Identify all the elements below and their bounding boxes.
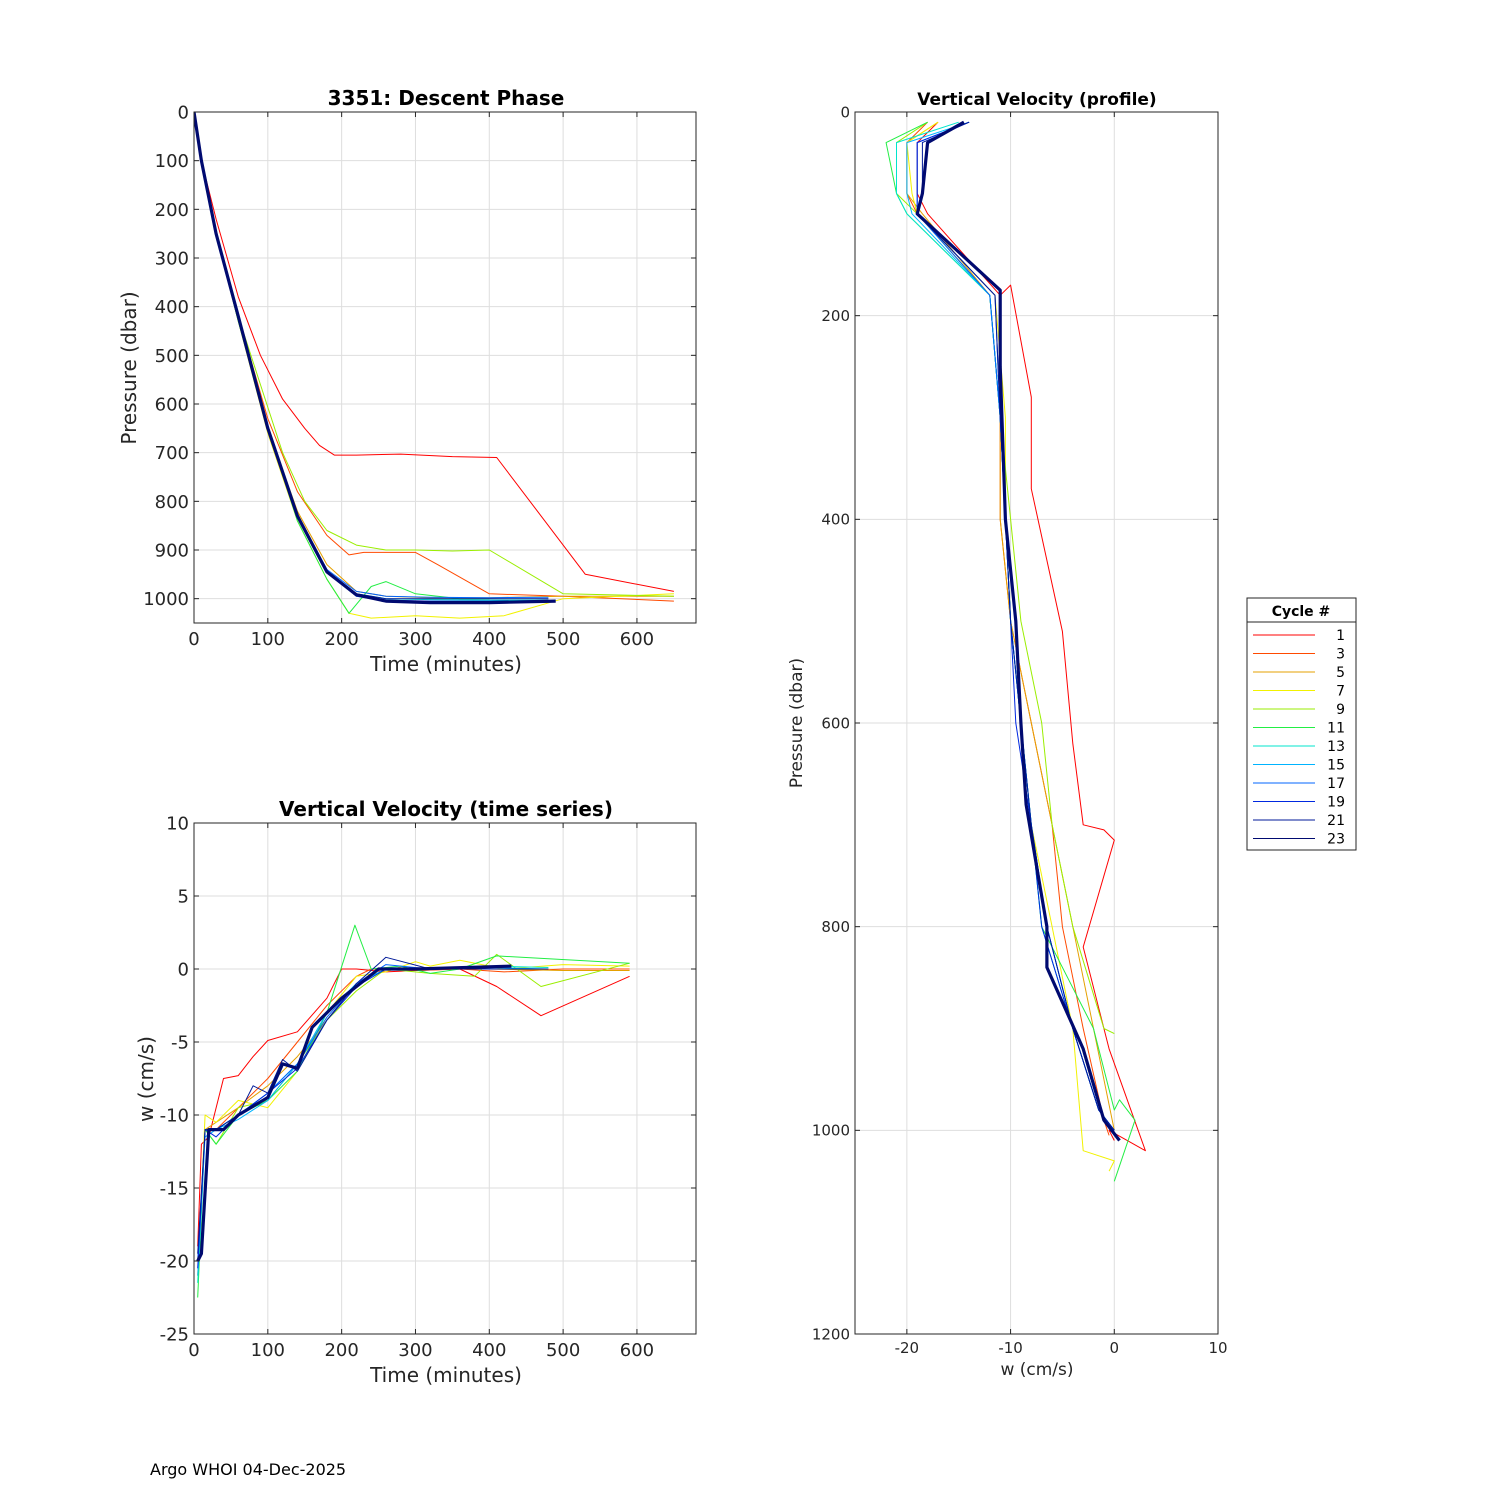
vprof-xtick-label: 10	[1208, 1339, 1227, 1357]
legend-label-cycle-1: 1	[1336, 628, 1345, 644]
vts-series-cycle-3	[197, 968, 630, 1262]
descent-series-cycle-23	[194, 112, 556, 605]
descent-axes-box	[193, 111, 697, 624]
vprof-title: Vertical Velocity (profile)	[917, 90, 1156, 110]
descent-xtick-label: 200	[324, 629, 358, 650]
vts-xtick-label: 100	[251, 1340, 285, 1361]
vts-series-group	[196, 924, 630, 1298]
vts-title: Vertical Velocity (time series)	[279, 797, 613, 821]
vts-xlabel: Time (minutes)	[369, 1363, 522, 1387]
vprof-ytick-label: 400	[821, 511, 850, 529]
descent-ytick-label: 1000	[143, 589, 189, 610]
vts-series-cycle-11	[197, 924, 630, 1298]
vts-ytick-label: -15	[160, 1178, 189, 1199]
descent-ytick-label: 500	[155, 346, 189, 367]
vts-ytick-label: 10	[166, 813, 189, 834]
descent-ytick-label: 600	[155, 394, 189, 415]
vts-ytick-label: -5	[171, 1032, 189, 1053]
descent-series-group	[194, 112, 674, 619]
descent-xtick-label: 600	[620, 629, 654, 650]
vts-xtick-label: 400	[472, 1340, 506, 1361]
vts-ytick-label: -25	[160, 1324, 189, 1345]
vprof-series-cycle-23	[915, 120, 1121, 1142]
vprof-xtick-label: -10	[998, 1339, 1023, 1357]
descent-ytick-label: 900	[155, 540, 189, 561]
vprof-ytick-label: 0	[840, 103, 850, 121]
descent-ytick-label: 700	[155, 443, 189, 464]
vertical-velocity-time-series-axes: Vertical Velocity (time series) Time (mi…	[134, 797, 697, 1387]
descent-ytick-label: 200	[155, 200, 189, 221]
vts-axes-box	[193, 822, 697, 1335]
vts-xtick-label: 200	[324, 1340, 358, 1361]
vts-series-cycle-1	[197, 968, 630, 1247]
legend-title: Cycle #	[1272, 604, 1331, 620]
descent-plot-area	[194, 112, 696, 623]
legend-box	[1246, 597, 1357, 851]
legend-label-cycle-23: 23	[1327, 832, 1345, 848]
legend-label-cycle-11: 11	[1327, 721, 1345, 737]
descent-xtick-label: 0	[188, 629, 199, 650]
vts-ytick-label: 5	[178, 886, 189, 907]
descent-ytick-label: 400	[155, 297, 189, 318]
vts-series-cycle-9	[197, 953, 630, 1262]
vts-ytick-label: -10	[160, 1105, 189, 1126]
legend-label-cycle-21: 21	[1327, 813, 1345, 829]
vprof-ytick-label: 200	[821, 307, 850, 325]
legend-label-cycle-19: 19	[1327, 795, 1345, 811]
legend-label-cycle-17: 17	[1327, 776, 1345, 792]
vprof-ytick-label: 800	[821, 918, 850, 936]
descent-ytick-label: 100	[155, 151, 189, 172]
vprof-series-group	[885, 120, 1146, 1182]
vts-xtick-label: 500	[546, 1340, 580, 1361]
vprof-series-cycle-1	[916, 121, 1146, 1152]
legend-label-cycle-15: 15	[1327, 758, 1345, 774]
vprof-xlabel: w (cm/s)	[1000, 1360, 1073, 1380]
descent-xtick-label: 300	[398, 629, 432, 650]
descent-ytick-label: 300	[155, 248, 189, 269]
descent-xtick-label: 400	[472, 629, 506, 650]
descent-xlabel: Time (minutes)	[369, 652, 522, 676]
descent-ytick-label: 0	[178, 102, 189, 123]
vprof-ytick-label: 1000	[812, 1122, 850, 1140]
legend-label-cycle-9: 9	[1336, 702, 1345, 718]
vts-ylabel: w (cm/s)	[134, 1036, 158, 1122]
vprof-ylabel: Pressure (dbar)	[787, 658, 807, 788]
vprof-ytick-label: 1200	[812, 1325, 850, 1343]
legend-label-cycle-7: 7	[1336, 684, 1345, 700]
descent-title: 3351: Descent Phase	[328, 86, 565, 110]
vts-ytick-label: -20	[160, 1251, 189, 1272]
legend-label-cycle-13: 13	[1327, 739, 1345, 755]
descent-phase-axes: 3351: Descent Phase Time (minutes) Press…	[117, 86, 697, 676]
vprof-xtick-label: -20	[895, 1339, 920, 1357]
descent-xtick-label: 500	[546, 629, 580, 650]
vts-xtick-label: 0	[188, 1340, 199, 1361]
vts-xtick-label: 600	[620, 1340, 654, 1361]
vprof-ytick-label: 600	[821, 714, 850, 732]
vts-xtick-label: 300	[398, 1340, 432, 1361]
vts-series-cycle-23	[196, 964, 512, 1262]
descent-ylabel: Pressure (dbar)	[117, 291, 141, 444]
legend-label-cycle-3: 3	[1336, 647, 1345, 663]
vts-ytick-label: 0	[178, 959, 189, 980]
descent-series-cycle-1	[194, 112, 674, 592]
legend-label-cycle-5: 5	[1336, 665, 1345, 681]
descent-ytick-label: 800	[155, 492, 189, 513]
footer-credit: Argo WHOI 04-Dec-2025	[150, 1460, 347, 1479]
descent-xtick-label: 100	[251, 629, 285, 650]
vprof-xtick-label: 0	[1110, 1339, 1120, 1357]
vertical-velocity-profile-axes: Vertical Velocity (profile) w (cm/s) Pre…	[787, 90, 1228, 1380]
vts-plot-area	[194, 823, 696, 1334]
